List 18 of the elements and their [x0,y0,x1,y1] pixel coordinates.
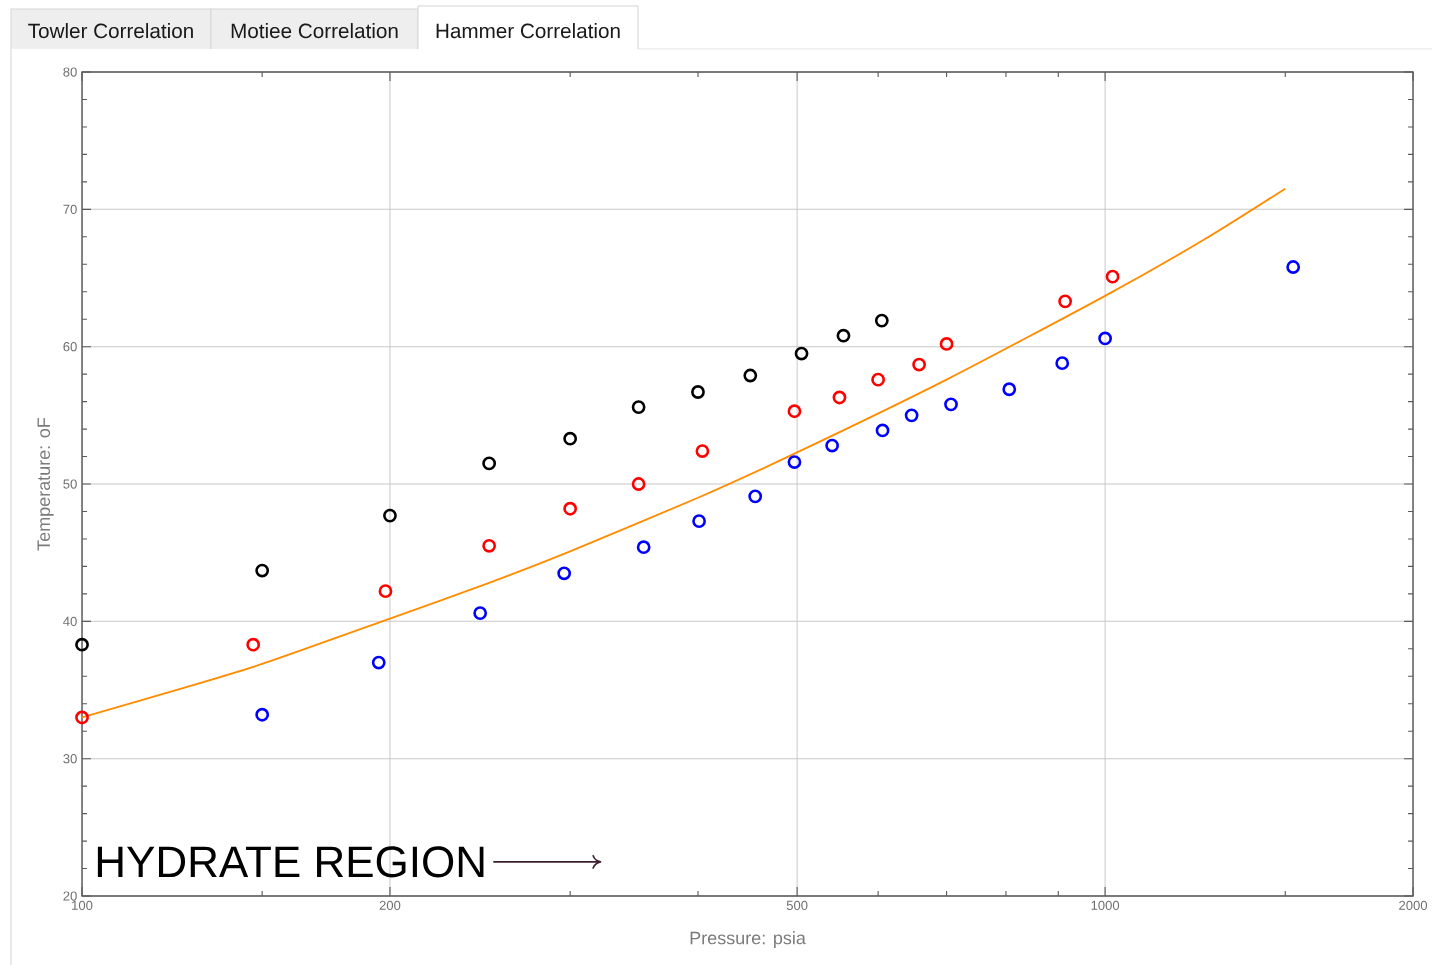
y-tick-label: 60 [63,342,77,352]
x-tick-label: 2000 [1399,900,1428,910]
x-tick-label: 200 [379,900,401,910]
y-axis-title: Temperature: oF [37,417,54,551]
x-tick-label: 1000 [1091,900,1120,910]
text: Motiee Correlation [231,23,398,39]
y-tick-label: 50 [63,479,77,489]
y-tick-label: 40 [63,616,77,626]
y-tick-label: 70 [63,204,77,214]
y-tick-label: 20 [63,891,77,901]
x-axis-title: Pressure: psia [690,931,806,948]
annotation: HYDRATE REGION [97,846,484,878]
y-tick-label: 30 [63,754,77,764]
y-tick-label: 80 [63,67,77,77]
text: Towler Correlation [28,23,193,39]
text: Hammer Correlation [436,23,620,39]
x-tick-label: 100 [72,900,93,910]
x-tick-label: 500 [786,900,808,910]
